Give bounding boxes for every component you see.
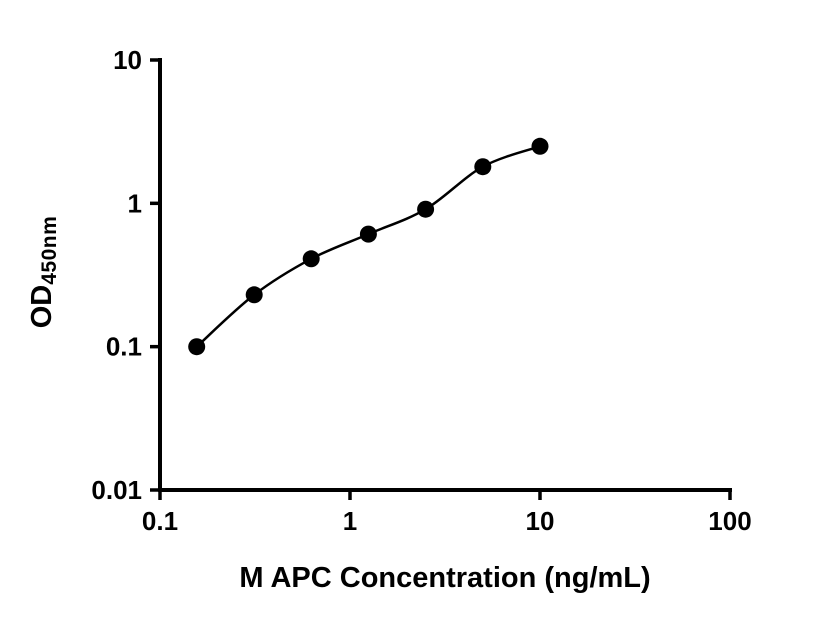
x-tick-label: 0.1 <box>142 506 178 536</box>
y-tick-label: 1 <box>128 188 142 218</box>
y-tick-label: 10 <box>113 45 142 75</box>
y-axis-title-subscript: 450nm <box>38 215 61 285</box>
x-tick-label: 1 <box>343 506 357 536</box>
y-axis-title-main: OD <box>26 284 58 329</box>
data-point <box>302 250 320 268</box>
data-point <box>474 158 492 176</box>
x-tick-label: 10 <box>526 506 555 536</box>
data-point <box>245 286 263 304</box>
data-point <box>417 200 435 218</box>
fit-curve <box>195 145 541 348</box>
y-tick-label: 0.01 <box>91 475 142 505</box>
x-axis-title: M APC Concentration (ng/mL) <box>239 562 651 594</box>
data-point <box>188 338 206 356</box>
data-point <box>531 137 549 155</box>
data-point <box>359 225 377 243</box>
axis-spines <box>158 58 732 492</box>
y-tick-label: 0.1 <box>106 332 142 362</box>
y-axis-title: OD450nm <box>26 216 62 329</box>
x-tick-label: 100 <box>708 506 751 536</box>
